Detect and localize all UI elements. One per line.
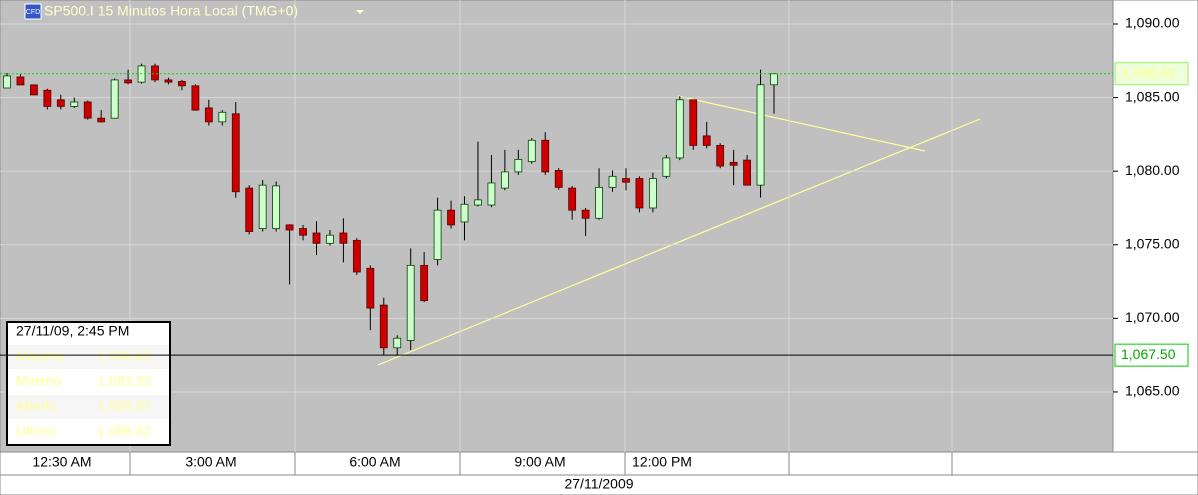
candle-body — [245, 187, 254, 232]
reference-label-box — [1114, 343, 1189, 367]
candle-body — [622, 178, 630, 183]
candle-body — [97, 117, 106, 123]
trendline — [377, 118, 981, 366]
candle-body — [514, 158, 523, 173]
candle-body — [272, 185, 281, 229]
info-row-value: 1,086.62 — [97, 423, 152, 439]
x-tick-label: 6:00 AM — [349, 454, 400, 470]
candle-body — [326, 234, 334, 244]
candle-body — [231, 113, 240, 193]
date-panel — [0, 474, 1198, 495]
info-row-label: Ultimo — [16, 423, 56, 439]
info-row-label: Maximo — [16, 348, 65, 364]
candle-body — [675, 99, 684, 159]
y-tick-label: 1,080.00 — [1125, 162, 1180, 178]
candle-body — [110, 79, 119, 119]
info-row-value: 1,086.62 — [97, 348, 152, 364]
last-price-box — [1114, 62, 1189, 86]
candle-body — [366, 267, 375, 309]
candle-body — [554, 170, 563, 188]
candle-body — [151, 65, 159, 81]
candle-body — [70, 101, 79, 107]
info-box-title: 27/11/09, 2:45 PM — [16, 323, 129, 339]
candle-body — [689, 99, 698, 146]
candle-body — [16, 76, 25, 86]
candle-body — [30, 84, 38, 96]
dropdown-arrow[interactable] — [356, 10, 364, 14]
candle-body — [756, 84, 765, 186]
candle-body — [164, 79, 173, 83]
info-row-bg — [8, 370, 169, 394]
x-tick-label: 9:00 AM — [514, 454, 565, 470]
candle-body — [406, 264, 415, 341]
candle-body — [500, 171, 509, 189]
candle-body — [460, 203, 469, 223]
candle-body — [393, 337, 402, 349]
x-axis-panel — [0, 451, 1198, 476]
candle-body — [729, 161, 738, 166]
candle-body — [191, 85, 200, 111]
candle-body — [299, 228, 307, 236]
candle-body — [702, 135, 711, 146]
icon-label: CFD — [26, 9, 40, 16]
y-tick-label: 1,065.00 — [1125, 383, 1180, 399]
date-label: 27/11/2009 — [564, 476, 633, 492]
candle-body — [581, 209, 590, 219]
candle-body — [204, 107, 213, 123]
candle-body — [83, 101, 92, 119]
info-row-label: Minimo — [16, 373, 61, 389]
candle-body — [258, 184, 267, 229]
y-tick-label: 1,075.00 — [1125, 235, 1180, 251]
x-tick-label: 12:30 AM — [32, 454, 91, 470]
candle-body — [56, 99, 65, 107]
y-tick-label: 1,085.00 — [1125, 88, 1180, 104]
candle-body — [218, 111, 227, 123]
candle-body — [339, 232, 348, 244]
candle-body — [312, 232, 321, 244]
trendline — [677, 95, 926, 152]
candle-body — [608, 175, 617, 188]
info-row-bg — [8, 345, 169, 369]
chart-title: SP500.I 15 Minutos Hora Local (TMG+0) — [44, 3, 298, 19]
info-box: 27/11/09, 2:45 PM Maximo 1,086.62 Minimo 1,… — [6, 321, 171, 446]
instrument-icon — [24, 3, 42, 20]
y-tick-label: 1,070.00 — [1125, 309, 1180, 325]
candle-body — [648, 178, 657, 209]
last-price-label: 1,086.62 — [1121, 64, 1176, 80]
candle-body — [595, 186, 603, 219]
x-tick-label: 3:00 AM — [185, 454, 236, 470]
candle-body — [474, 199, 482, 206]
reference-label: 1,067.50 — [1121, 346, 1176, 362]
candle-body — [3, 75, 11, 89]
candle-body — [285, 224, 294, 231]
plot-area — [0, 0, 1114, 453]
candle-body — [770, 73, 778, 86]
candles — [0, 0, 1113, 475]
candle-body — [662, 157, 671, 177]
info-row-value: 1,083.92 — [97, 373, 152, 389]
info-row-bg — [8, 420, 169, 444]
candle-body — [487, 182, 496, 206]
candle-body — [527, 139, 536, 163]
candle-body — [178, 80, 186, 87]
y-tick-label: 1,090.00 — [1125, 15, 1180, 31]
info-row-value: 1,085.87 — [97, 398, 152, 414]
candle-body — [420, 264, 429, 302]
candle-body — [124, 79, 133, 84]
info-row-bg — [8, 395, 169, 419]
candle-body — [635, 178, 644, 209]
candle-body — [716, 145, 725, 167]
candle-body — [447, 209, 455, 226]
candle-body — [352, 239, 361, 273]
info-row-label: Aberto — [16, 398, 57, 414]
candle-body — [743, 159, 751, 186]
candle-body — [43, 89, 52, 107]
candle-body — [568, 187, 577, 211]
x-tick-label: 12:00 PM — [632, 454, 692, 470]
candle-body — [541, 139, 550, 173]
candle-body — [433, 209, 442, 260]
candle-body — [379, 304, 388, 349]
